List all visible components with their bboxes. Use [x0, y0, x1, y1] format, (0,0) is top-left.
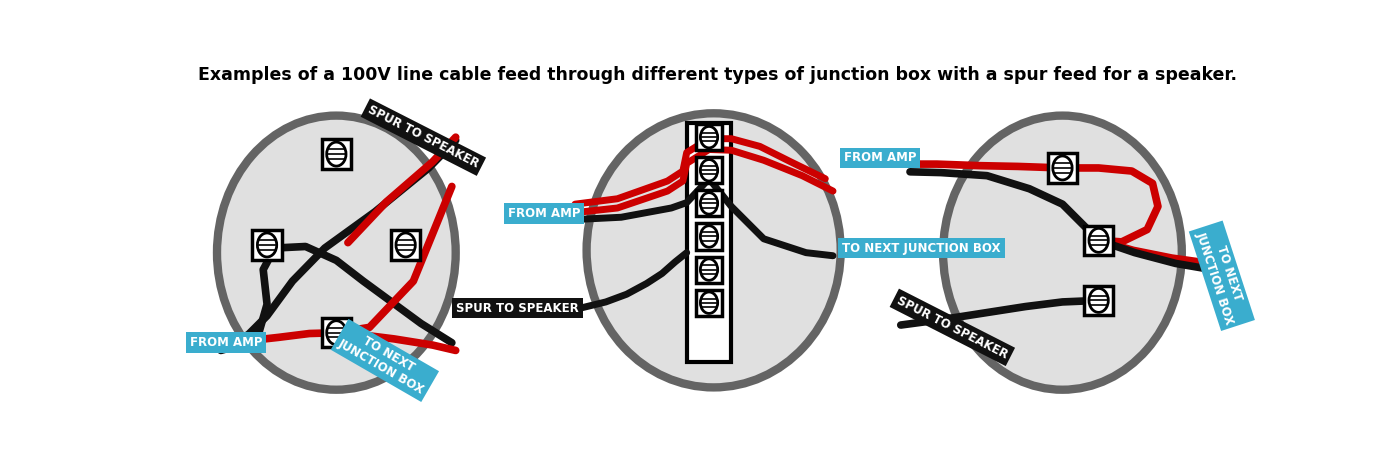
Ellipse shape	[258, 233, 277, 257]
Ellipse shape	[700, 126, 718, 148]
FancyBboxPatch shape	[696, 256, 722, 283]
Bar	[687, 123, 731, 362]
FancyBboxPatch shape	[696, 190, 722, 216]
Ellipse shape	[1053, 156, 1072, 180]
Text: FROM AMP: FROM AMP	[844, 152, 916, 164]
Ellipse shape	[700, 259, 718, 280]
Text: SPUR TO SPEAKER: SPUR TO SPEAKER	[456, 302, 580, 315]
Text: Examples of a 100V line cable feed through different types of junction box with : Examples of a 100V line cable feed throu…	[197, 66, 1238, 84]
Text: FROM AMP: FROM AMP	[190, 336, 262, 349]
Ellipse shape	[1089, 288, 1109, 312]
Text: SPUR TO SPEAKER: SPUR TO SPEAKER	[365, 104, 482, 171]
Ellipse shape	[700, 292, 718, 314]
Ellipse shape	[587, 113, 840, 387]
FancyBboxPatch shape	[1084, 226, 1113, 255]
FancyBboxPatch shape	[696, 290, 722, 316]
Ellipse shape	[700, 193, 718, 214]
FancyBboxPatch shape	[252, 230, 281, 260]
Text: FROM AMP: FROM AMP	[508, 207, 581, 220]
Ellipse shape	[1089, 228, 1109, 252]
Ellipse shape	[700, 160, 718, 181]
FancyBboxPatch shape	[696, 223, 722, 250]
FancyBboxPatch shape	[1047, 153, 1077, 183]
Ellipse shape	[326, 321, 346, 345]
FancyBboxPatch shape	[1084, 286, 1113, 315]
Text: TO NEXT
JUNCTION BOX: TO NEXT JUNCTION BOX	[336, 324, 434, 397]
FancyBboxPatch shape	[391, 230, 420, 260]
Text: TO NEXT JUNCTION BOX: TO NEXT JUNCTION BOX	[843, 242, 1001, 255]
Text: TO NEXT
JUNCTION BOX: TO NEXT JUNCTION BOX	[1194, 225, 1250, 326]
FancyBboxPatch shape	[322, 318, 351, 347]
Ellipse shape	[700, 226, 718, 247]
Ellipse shape	[944, 116, 1182, 390]
Ellipse shape	[396, 233, 416, 257]
FancyBboxPatch shape	[322, 140, 351, 169]
Text: SPUR TO SPEAKER: SPUR TO SPEAKER	[895, 294, 1009, 361]
FancyBboxPatch shape	[696, 124, 722, 150]
Ellipse shape	[326, 142, 346, 166]
FancyBboxPatch shape	[696, 157, 722, 183]
Ellipse shape	[217, 116, 456, 390]
